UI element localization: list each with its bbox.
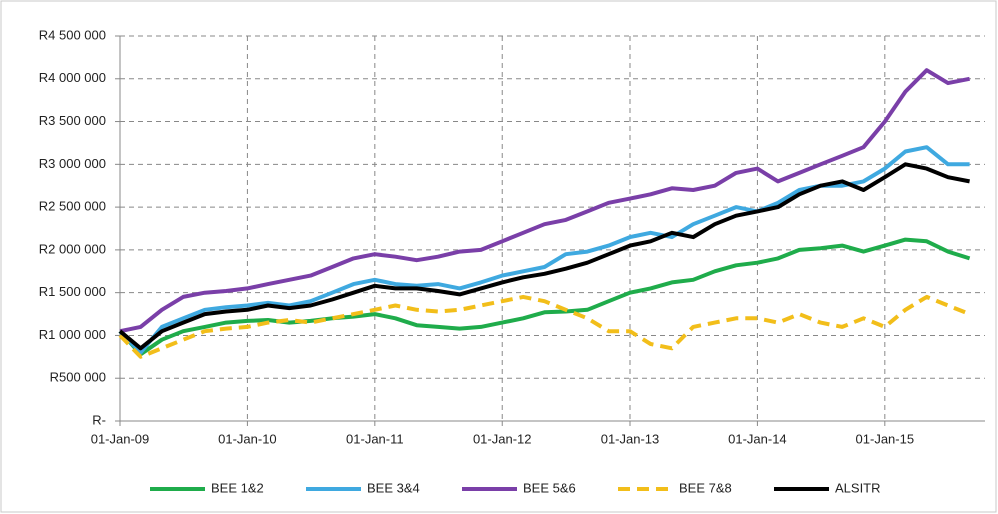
y-tick-label: R3 000 000: [39, 156, 106, 171]
x-tick-label: 01-Jan-11: [346, 431, 404, 446]
y-tick-label: R2 000 000: [39, 241, 106, 256]
y-tick-label: R1 000 000: [39, 327, 106, 342]
y-tick-label: R3 500 000: [39, 113, 106, 128]
series-line: [118, 162, 970, 351]
legend-label: BEE 3&4: [367, 480, 420, 495]
legend-label: ALSITR: [835, 480, 881, 495]
x-tick-label: 01-Jan-13: [601, 431, 660, 446]
x-tick-label: 01-Jan-09: [91, 431, 150, 446]
legend-label: BEE 5&6: [523, 480, 576, 495]
series-line: [118, 237, 971, 357]
x-tick-label: 01-Jan-10: [218, 431, 277, 446]
y-tick-label: R4 500 000: [39, 27, 106, 42]
y-tick-label: R-: [92, 412, 106, 427]
legend-label: BEE 1&2: [211, 480, 264, 495]
y-tick-label: R500 000: [50, 370, 106, 385]
series-line: [119, 68, 970, 334]
legend-label: BEE 7&8: [679, 480, 732, 495]
x-tick-label: 01-Jan-14: [728, 431, 787, 446]
y-tick-label: R4 000 000: [39, 70, 106, 85]
x-tick-label: 01-Jan-15: [856, 431, 915, 446]
series-line: [118, 294, 971, 359]
y-tick-label: R2 500 000: [39, 199, 106, 214]
y-tick-label: R1 500 000: [39, 284, 106, 299]
x-tick-label: 01-Jan-12: [473, 431, 532, 446]
